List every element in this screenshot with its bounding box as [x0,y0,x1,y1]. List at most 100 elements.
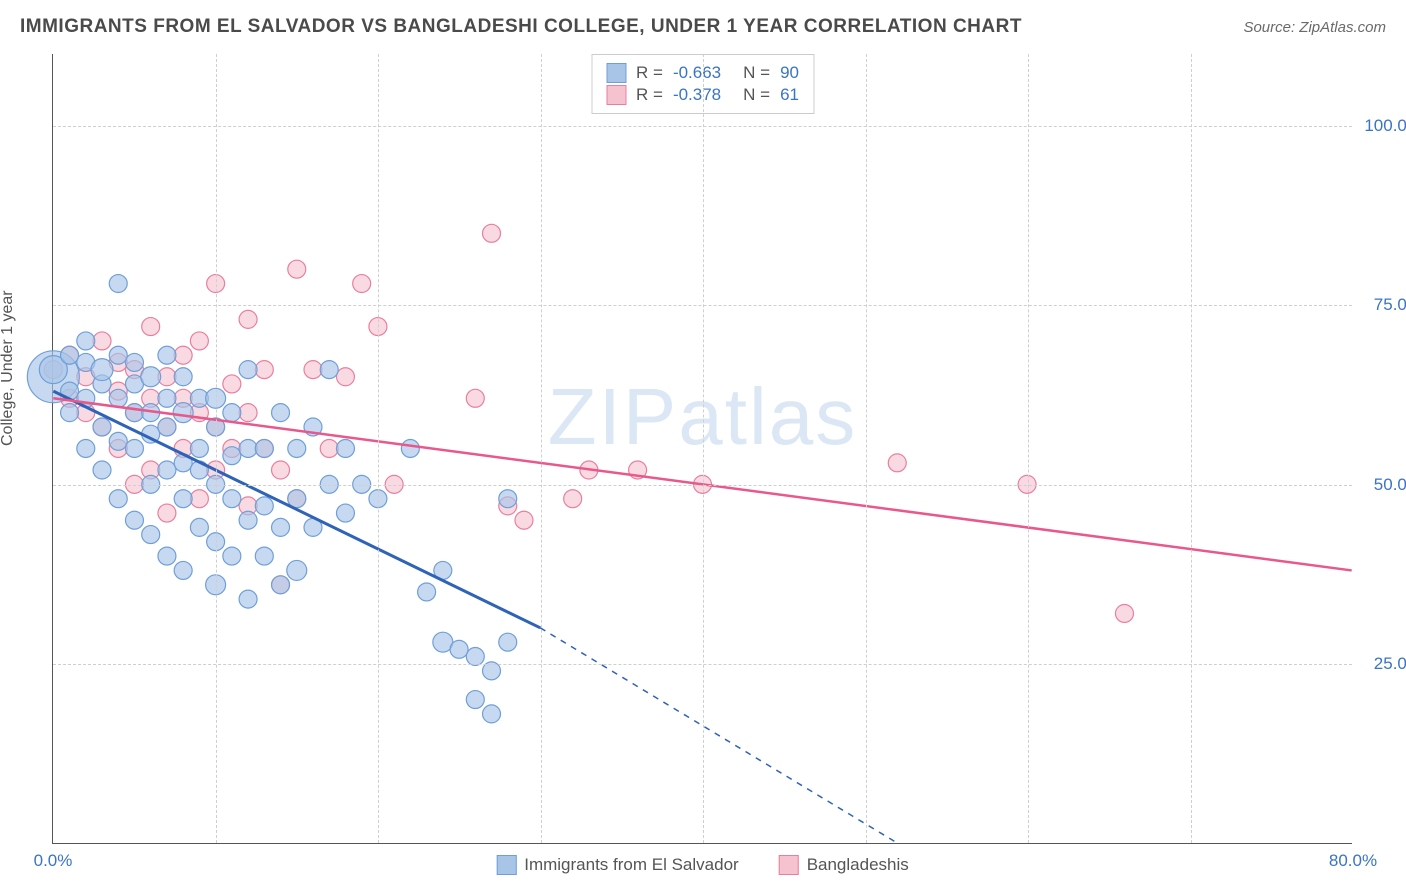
data-point [483,705,501,723]
data-point [142,526,160,544]
chart-title: IMMIGRANTS FROM EL SALVADOR VS BANGLADES… [20,16,1022,38]
data-point [239,361,257,379]
legend-series: Immigrants from El Salvador Bangladeshis [496,855,909,875]
legend-n-value: 61 [780,85,799,105]
data-point [174,368,192,386]
source-label: Source: ZipAtlas.com [1243,19,1386,36]
data-point [1115,604,1133,622]
data-point [158,461,176,479]
data-point [158,389,176,407]
data-point [466,691,484,709]
legend-series-label: Immigrants from El Salvador [524,855,738,875]
data-point [255,440,273,458]
data-point [174,346,192,364]
data-point [888,454,906,472]
legend-n-label: N = [743,85,770,105]
data-point [125,353,143,371]
data-point [109,490,127,508]
data-point [466,648,484,666]
y-axis-title: College, Under 1 year [0,290,17,446]
data-point [255,547,273,565]
data-point [320,440,338,458]
gridline-vertical [216,54,217,843]
data-point [304,361,322,379]
legend-swatch [779,855,799,875]
x-tick-label: 80.0% [1329,851,1377,871]
data-point [109,275,127,293]
data-point [190,518,208,536]
data-point [336,504,354,522]
data-point [93,332,111,350]
data-point [158,547,176,565]
legend-series-item: Immigrants from El Salvador [496,855,738,875]
legend-swatch [606,63,626,83]
data-point [272,518,290,536]
legend-r-value: -0.378 [673,85,721,105]
data-point [515,511,533,529]
data-point [158,418,176,436]
data-point [77,332,95,350]
legend-r-label: R = [636,63,663,83]
data-point [239,310,257,328]
data-point [499,490,517,508]
legend-swatch [496,855,516,875]
header: IMMIGRANTS FROM EL SALVADOR VS BANGLADES… [20,16,1386,38]
data-point [93,418,111,436]
gridline-vertical [378,54,379,843]
data-point [239,440,257,458]
data-point [401,440,419,458]
data-point [239,511,257,529]
data-point [418,583,436,601]
data-point [320,361,338,379]
data-point [288,440,306,458]
data-point [190,490,208,508]
plot-area: ZIPatlas R = -0.663 N = 90 R = -0.378 N … [52,54,1352,844]
data-point [109,389,127,407]
data-point [61,404,79,422]
data-point [483,224,501,242]
x-tick-label: 0.0% [34,851,73,871]
data-point [125,511,143,529]
legend-r-label: R = [636,85,663,105]
data-point [174,490,192,508]
legend-series-item: Bangladeshis [779,855,909,875]
data-point [272,404,290,422]
data-point [125,404,143,422]
data-point [336,368,354,386]
trend-line [53,391,540,628]
y-tick-label: 75.0% [1362,295,1406,315]
data-point [61,346,79,364]
gridline-vertical [703,54,704,843]
data-point [223,447,241,465]
trend-line-extrapolated [540,628,897,843]
legend-r-value: -0.663 [673,63,721,83]
data-point [125,440,143,458]
data-point [450,640,468,658]
y-tick-label: 50.0% [1362,475,1406,495]
data-point [272,576,290,594]
data-point [93,461,111,479]
data-point [109,432,127,450]
data-point [158,504,176,522]
data-point [223,547,241,565]
data-point [255,361,273,379]
gridline-vertical [1191,54,1192,843]
data-point [77,440,95,458]
data-point [91,359,113,381]
legend-series-label: Bangladeshis [807,855,909,875]
data-point [174,561,192,579]
data-point [272,461,290,479]
y-tick-label: 100.0% [1362,116,1406,136]
legend-swatch [606,85,626,105]
data-point [287,560,307,580]
data-point [158,346,176,364]
data-point [564,490,582,508]
data-point [239,404,257,422]
data-point [353,275,371,293]
data-point [223,375,241,393]
data-point [336,440,354,458]
data-point [499,633,517,651]
data-point [190,440,208,458]
data-point [142,318,160,336]
data-point [466,389,484,407]
